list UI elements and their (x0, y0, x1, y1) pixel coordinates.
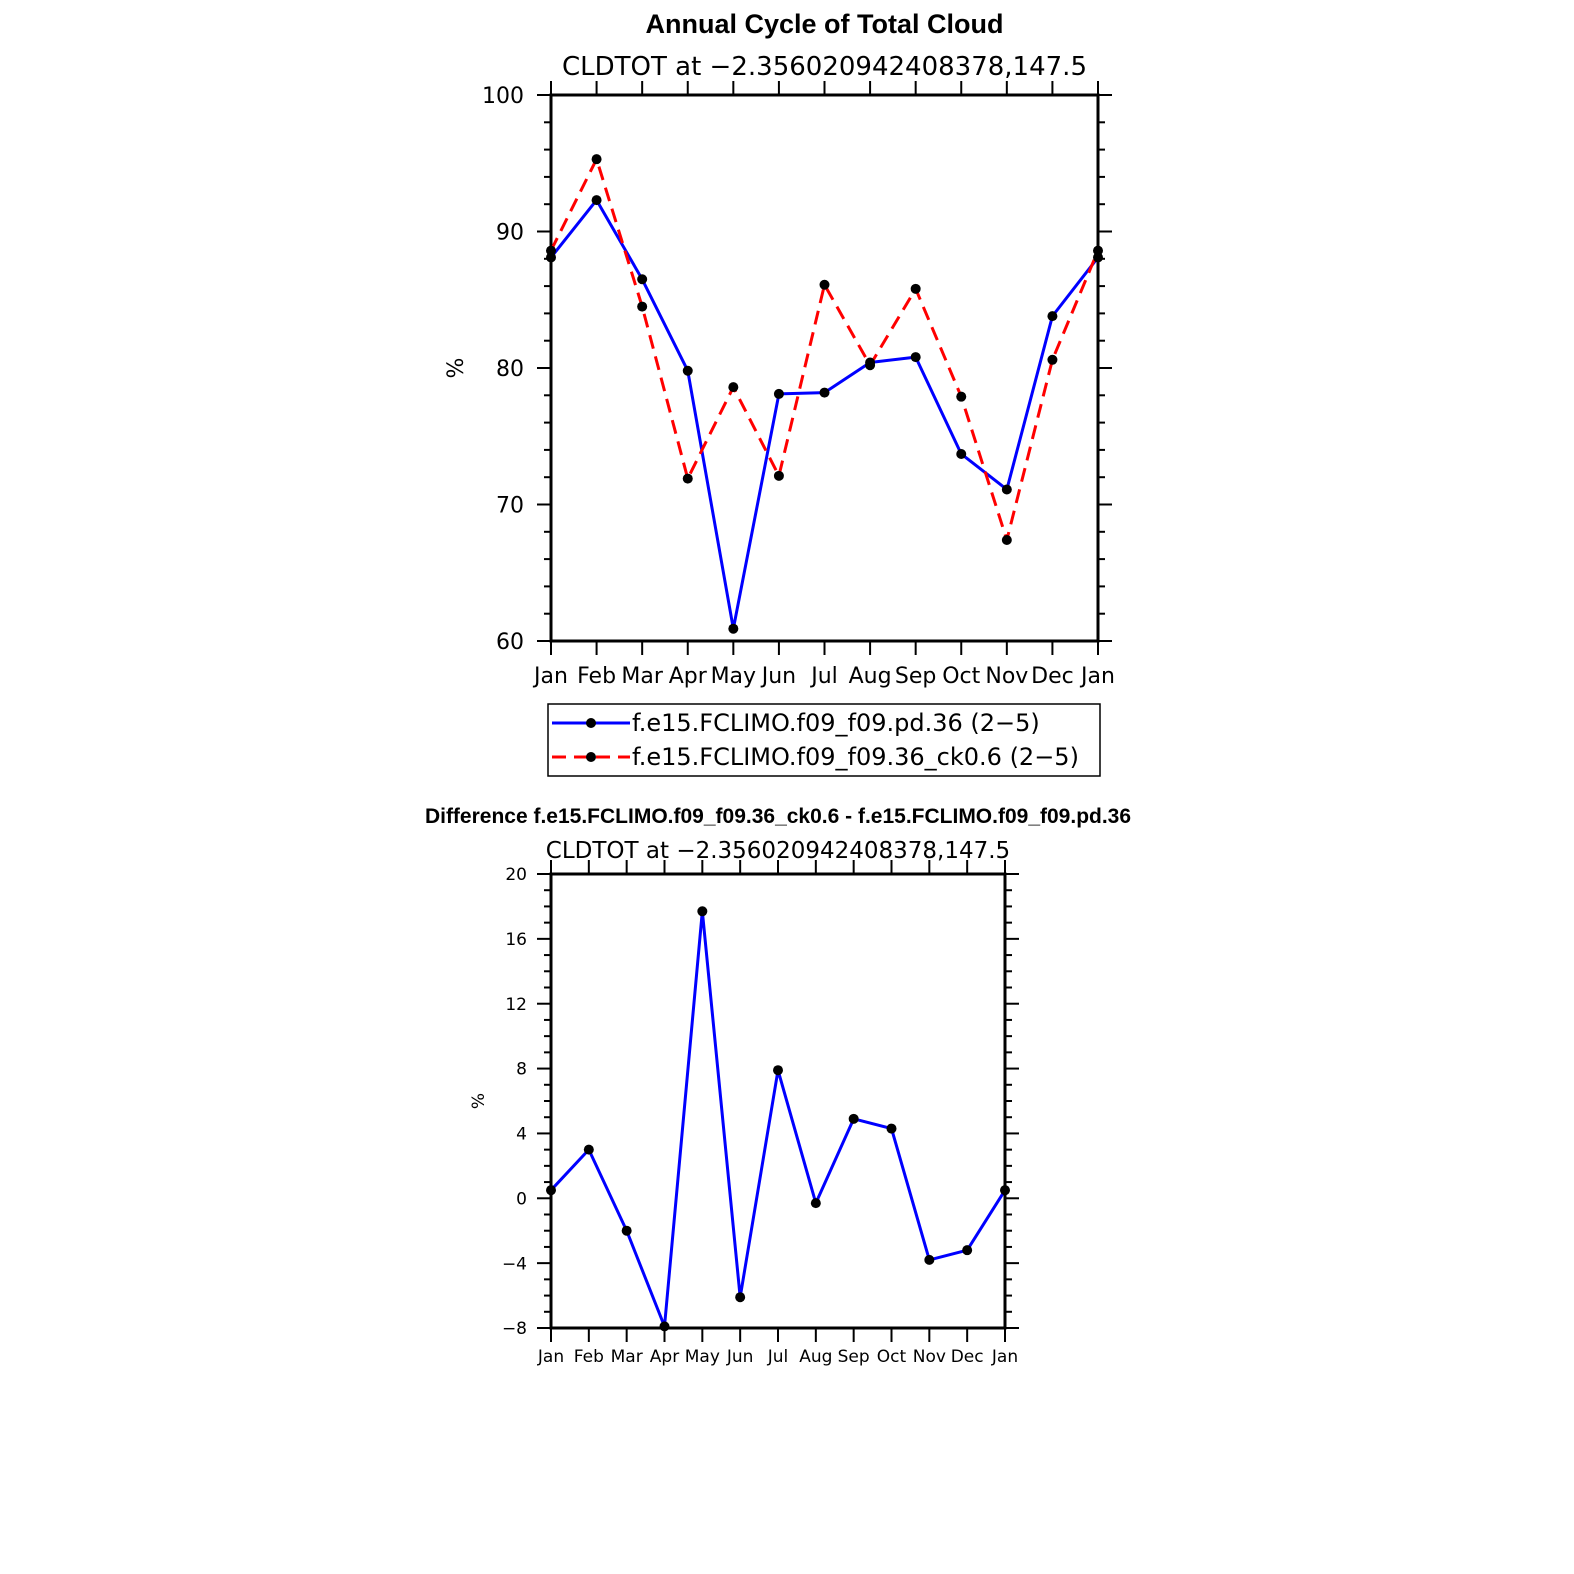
data-point-series-2 (910, 283, 921, 294)
data-point-series-1 (659, 1321, 670, 1332)
x-tick-label: Jul (809, 664, 838, 689)
x-tick-label: Jan (532, 664, 568, 689)
data-point-series-1 (819, 387, 830, 398)
legend-marker-2 (586, 752, 596, 762)
y-tick-label: 70 (496, 493, 524, 518)
difference-chart: Difference f.e15.FCLIMO.f09_f09.36_ck0.6… (425, 805, 1131, 1367)
legend-marker-1 (586, 718, 596, 728)
data-point-series-2 (682, 473, 693, 484)
x-tick-label: May (685, 1347, 720, 1367)
data-point-series-1 (735, 1292, 746, 1303)
x-tick-label: Apr (669, 664, 708, 689)
data-point-series-1 (546, 1185, 556, 1196)
legend-label-2: f.e15.FCLIMO.f09_f09.36_ck0.6 (2−5) (632, 743, 1079, 771)
data-point-series-1 (910, 352, 921, 363)
x-tick-label: Mar (611, 1347, 643, 1367)
x-tick-label: Feb (574, 1347, 604, 1367)
data-point-series-1 (886, 1123, 897, 1134)
data-point-series-2 (956, 391, 967, 402)
x-tick-label: Mar (621, 664, 663, 689)
x-tick-label: Dec (1031, 664, 1074, 689)
y-tick-label: 60 (496, 630, 524, 655)
x-tick-label: Jul (767, 1347, 789, 1367)
y-tick-label: 90 (496, 220, 524, 245)
data-point-series-1 (773, 388, 784, 399)
x-tick-label: Dec (951, 1347, 984, 1367)
x-tick-label: Jan (991, 1347, 1018, 1367)
y-tick-label: 80 (496, 357, 524, 382)
chart-subtitle: CLDTOT at −2.356020942408378,147.5 (546, 838, 1010, 864)
legend-label-1: f.e15.FCLIMO.f09_f09.pd.36 (2−5) (632, 709, 1040, 737)
data-point-series-2 (865, 360, 876, 371)
data-point-series-2 (773, 470, 784, 481)
data-point-series-1 (682, 365, 693, 376)
x-tick-label: Jun (726, 1347, 754, 1367)
x-tick-label: Oct (877, 1347, 907, 1367)
y-axis-label: % (469, 1093, 489, 1109)
x-tick-label: Aug (799, 1347, 832, 1367)
data-point-series-2 (728, 382, 739, 393)
data-point-series-1 (848, 1113, 859, 1124)
series-line-2 (549, 157, 1100, 542)
data-point-series-1 (1000, 1185, 1010, 1196)
data-point-series-1 (697, 906, 708, 917)
data-point-series-1 (728, 623, 739, 634)
annual-cycle-chart: Annual Cycle of Total Cloud CLDTOT at −2.… (444, 9, 1115, 777)
x-tick-label: Oct (942, 664, 980, 689)
data-point-series-2 (637, 301, 648, 312)
plot-frame (549, 93, 1100, 643)
x-tick-label: Jan (537, 1347, 564, 1367)
x-tick-label: Jan (1079, 664, 1115, 689)
x-tick-label: May (711, 664, 756, 689)
data-point-series-1 (1001, 484, 1012, 495)
data-point-series-1 (1047, 311, 1058, 322)
chart-subtitle: CLDTOT at −2.356020942408378,147.5 (562, 52, 1087, 82)
x-tick-label: Apr (650, 1347, 679, 1367)
data-point-series-2 (1093, 245, 1103, 256)
x-tick-label: Jun (760, 664, 796, 689)
data-point-series-2 (819, 279, 830, 290)
data-point-series-1 (773, 1065, 783, 1076)
y-tick-label: 0 (516, 1189, 527, 1209)
y-axis-label: % (444, 358, 469, 379)
y-tick-label: 20 (505, 865, 527, 885)
x-tick-label: Sep (838, 1347, 870, 1367)
data-point-series-1 (810, 1198, 821, 1209)
data-point-series-2 (1047, 354, 1058, 365)
legend: f.e15.FCLIMO.f09_f09.pd.36 (2−5) f.e15.FC… (547, 703, 1101, 777)
legend-box (547, 703, 1101, 777)
y-tick-label: 16 (505, 930, 527, 950)
series-line-1 (549, 909, 1007, 1328)
data-point-series-1 (962, 1245, 973, 1256)
y-tick-label: 8 (516, 1060, 527, 1080)
x-tick-label: Aug (849, 664, 892, 689)
y-tick-label: 100 (482, 84, 524, 109)
x-tick-label: Feb (577, 664, 616, 689)
y-tick-label: −8 (502, 1319, 527, 1339)
data-point-series-1 (621, 1225, 632, 1236)
data-point-series-1 (583, 1144, 594, 1155)
x-tick-label: Sep (895, 664, 936, 689)
data-point-series-2 (1001, 534, 1012, 545)
data-point-series-1 (924, 1254, 935, 1265)
data-point-series-1 (956, 448, 967, 459)
y-tick-label: 4 (516, 1125, 527, 1145)
chart-title: Difference f.e15.FCLIMO.f09_f09.36_ck0.6… (425, 805, 1131, 828)
data-point-series-1 (637, 274, 648, 285)
x-tick-label: Nov (913, 1347, 946, 1367)
x-tick-label: Nov (985, 664, 1028, 689)
data-point-series-2 (546, 245, 556, 256)
chart-title: Annual Cycle of Total Cloud (645, 9, 1003, 39)
series-line-1 (549, 198, 1100, 631)
data-point-series-1 (591, 195, 602, 206)
y-tick-label: −4 (502, 1254, 527, 1274)
y-tick-label: 12 (505, 995, 527, 1015)
plot-frame (549, 872, 1007, 1330)
data-point-series-2 (591, 154, 602, 165)
